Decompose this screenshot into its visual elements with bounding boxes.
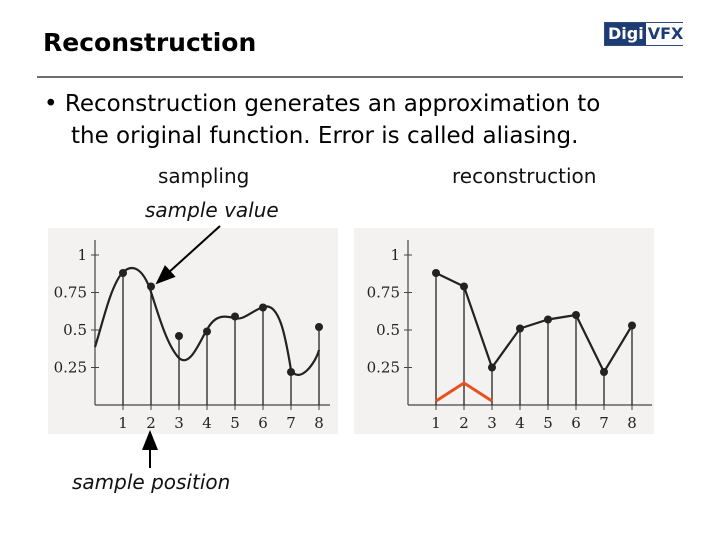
reconstruction-x-tick-label: 7 [599,414,609,432]
reconstruction-x-tick-label: 8 [627,414,637,432]
reconstruction-x-tick-label: 2 [459,414,469,432]
reconstruction-sample-point [628,321,636,330]
sampling-sample-point [315,323,323,331]
label-reconstruction: reconstruction [452,164,597,188]
sampling-x-tick-label: 2 [146,414,156,432]
reconstruction-sample-point [516,324,524,333]
continuous-function-curve [93,267,321,376]
sampling-y-tick-label: 0.75 [54,284,87,302]
reconstruction-sample-point [572,311,580,319]
bullet-line-1: • Reconstruction generates an approximat… [44,88,600,120]
sampling-x-tick-label: 5 [230,414,240,432]
logo-part-1: Digi [605,23,646,45]
digivfx-logo: Digi VFX [604,22,686,46]
reconstruction-sample-point [488,363,496,372]
logo-part-2: VFX [645,23,686,45]
reconstruction-x-tick-label: 5 [543,414,553,432]
slide-title: Reconstruction [43,28,257,57]
reconstruction-x-tick-label: 1 [431,414,441,432]
title-divider [37,76,683,78]
sampling-y-tick-label: 0.25 [54,359,87,377]
sampling-sample-point [175,332,183,340]
sampling-x-tick-label: 6 [258,414,268,432]
sampling-x-tick-label: 3 [174,414,184,432]
sampling-x-tick-label: 1 [118,414,128,432]
sampling-y-tick-label: 1 [77,246,87,264]
sampling-x-tick-label: 8 [314,414,324,432]
sample-value-arrow [155,225,221,285]
reconstruction-y-tick-label: 0.5 [376,321,400,339]
bullet-marker: • [44,91,58,117]
label-sampling: sampling [158,164,250,188]
reconstruction-x-tick-label: 6 [571,414,581,432]
reconstruction-y-tick-label: 0.75 [367,284,400,302]
reconstruction-y-tick-label: 0.25 [367,359,400,377]
sampling-x-tick-label: 4 [202,414,212,432]
reconstruction-polyline [435,272,633,375]
sampling-y-tick-label: 0.5 [63,321,87,339]
label-sample-value: sample value [145,198,279,222]
reconstruction-x-tick-label: 3 [487,414,497,432]
reconstruction-sample-point [460,282,468,291]
reconstruction-sample-point [432,269,440,277]
sampling-x-tick-label: 7 [286,414,296,432]
reconstruction-sample-point [600,368,608,376]
reconstruction-x-tick-label: 4 [515,414,525,432]
sampling-plot-background [48,228,338,434]
bullet-text-2: the original function. Error is called a… [71,123,579,149]
aliasing-error-marker [435,381,493,403]
bullet-text-1: Reconstruction generates an approximatio… [64,91,601,117]
reconstruction-y-tick-label: 1 [390,246,400,264]
label-sample-position: sample position [72,470,231,494]
reconstruction-sample-point [544,315,552,324]
